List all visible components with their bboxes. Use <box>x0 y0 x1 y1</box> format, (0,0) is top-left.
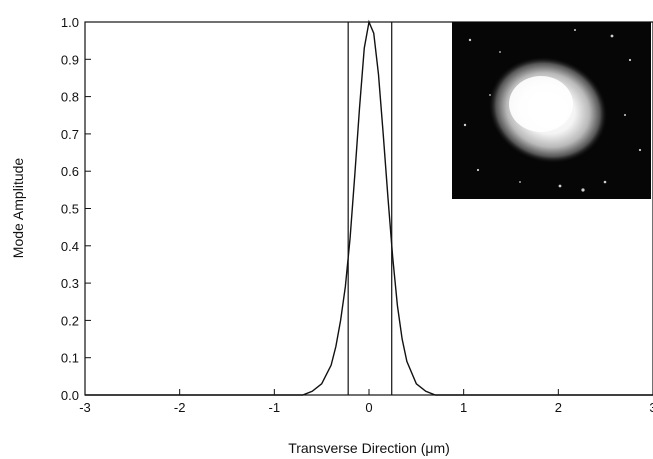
y-tick-label: 0.9 <box>61 52 79 67</box>
x-tick-label: 2 <box>555 400 562 415</box>
y-tick-label: 0.5 <box>61 202 79 217</box>
y-tick-label: 0.7 <box>61 127 79 142</box>
axis-ticks <box>84 21 653 396</box>
x-tick-label: -3 <box>79 400 91 415</box>
y-tick-label: 0.2 <box>61 313 79 328</box>
y-tick-label: 0.6 <box>61 164 79 179</box>
inset-speckle <box>463 29 642 192</box>
y-tick-label: 0.3 <box>61 276 79 291</box>
x-tick-label: -2 <box>174 400 186 415</box>
x-tick-label: 0 <box>365 400 372 415</box>
series-line-mode-amplitude <box>85 19 653 396</box>
y-tick-label: 0.1 <box>61 351 79 366</box>
y-tick-label: 1.0 <box>61 15 79 30</box>
tick-labels: -3 -2 -1 0 1 2 3 0.0 0.1 0.2 0.3 0.4 0.5 0.6 0.7 0.8 0.9… <box>61 15 653 415</box>
x-axis-label: Transverse Direction (μm) <box>288 440 450 456</box>
y-tick-label: 0.0 <box>61 388 79 403</box>
y-tick-label: 0.8 <box>61 90 79 105</box>
x-tick-label: 1 <box>460 400 467 415</box>
y-tick-label: 0.4 <box>61 239 79 254</box>
vertical-lines <box>347 22 393 395</box>
y-axis-label: Mode Amplitude <box>10 158 26 259</box>
inset-mode-image <box>452 22 651 199</box>
x-tick-label: -1 <box>269 400 281 415</box>
x-tick-label: 3 <box>649 400 653 415</box>
